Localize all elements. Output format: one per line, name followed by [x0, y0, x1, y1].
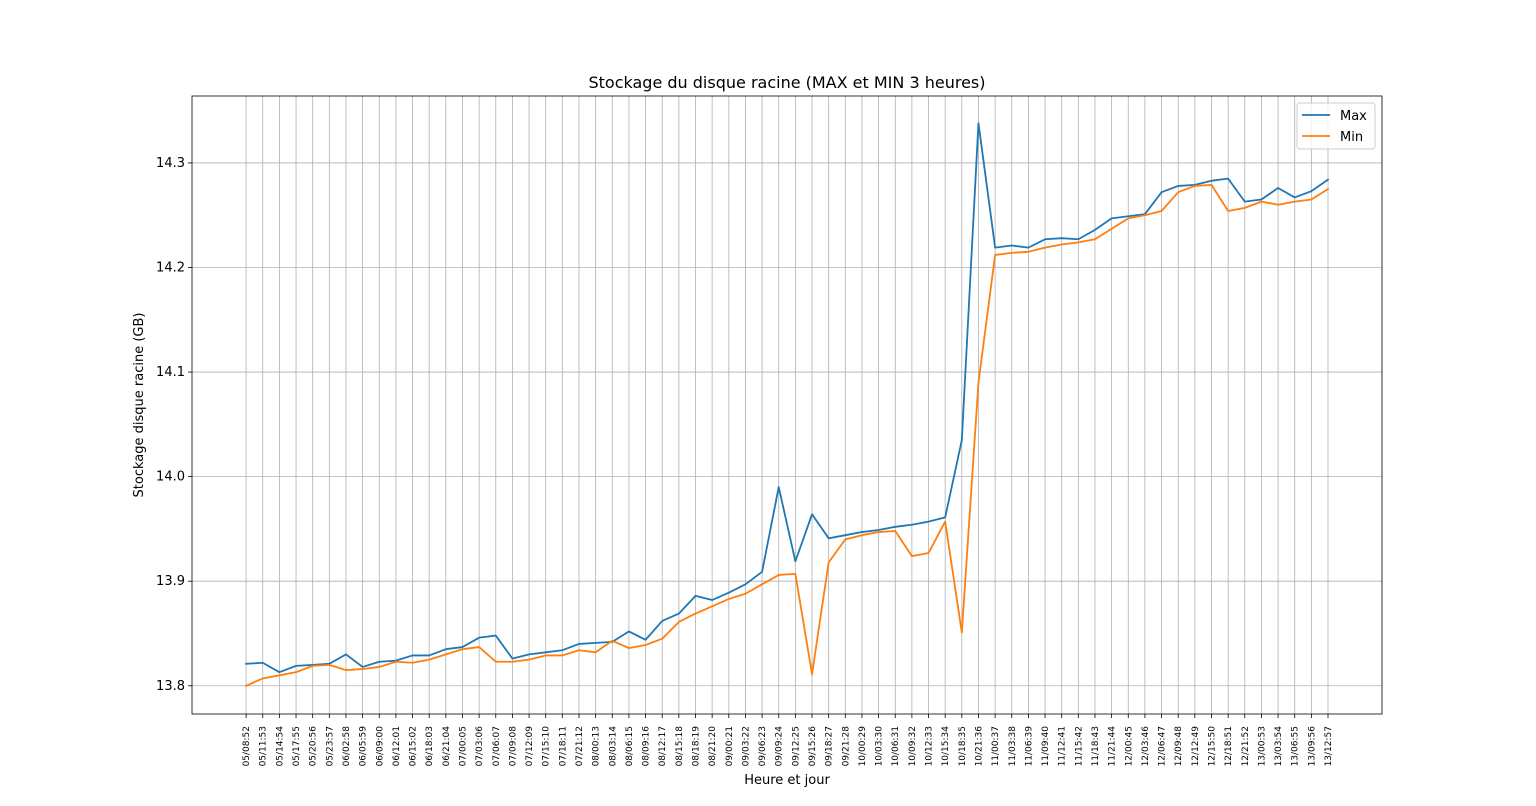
x-tick-label: 10/09:32 — [908, 726, 918, 766]
x-tick-label: 11/15:42 — [1074, 726, 1084, 766]
x-tick-label: 07/03:06 — [475, 726, 485, 767]
legend-label-max: Max — [1340, 109, 1367, 124]
x-tick-label: 07/18:11 — [558, 726, 568, 766]
x-tick-label: 09/12:25 — [791, 726, 801, 766]
x-tick-label: 05/08:52 — [242, 726, 252, 766]
x-tick-label: 07/06:07 — [492, 726, 502, 766]
x-tick-label: 11/12:41 — [1058, 726, 1068, 766]
x-tick-label: 08/18:19 — [692, 726, 702, 767]
x-tick-label: 11/03:38 — [1008, 726, 1018, 767]
x-tick-label: 12/18:51 — [1224, 726, 1234, 766]
x-tick-label: 12/00:45 — [1124, 726, 1134, 766]
x-tick-label: 09/15:26 — [808, 726, 818, 767]
x-tick-label: 12/12:49 — [1191, 726, 1201, 767]
x-tick-label: 12/03:46 — [1141, 726, 1151, 767]
x-tick-label: 09/03:22 — [741, 726, 751, 766]
y-axis: 13.8 13.9 14.0 14.1 14.2 14.3 — [156, 156, 192, 694]
x-tick-label: 09/00:21 — [725, 726, 735, 766]
x-tick-label: 12/15:50 — [1207, 726, 1217, 767]
x-tick-label: 10/18:35 — [958, 726, 968, 766]
x-tick-label: 05/20:56 — [309, 726, 319, 767]
x-tick-label: 08/21:20 — [708, 726, 718, 767]
x-axis: 05/08:52 05/11:53 05/14:54 05/17:55 05/20:56… — [242, 714, 1334, 766]
x-tick-label: 08/03:14 — [608, 726, 618, 767]
x-tick-label: 07/12:09 — [525, 726, 535, 767]
y-tick-label: 14.1 — [156, 365, 185, 380]
x-tick-label: 10/21:36 — [974, 726, 984, 767]
series-line-max — [245, 122, 1330, 674]
x-tick-label: 08/09:16 — [642, 726, 652, 767]
y-tick-label: 14.2 — [156, 260, 185, 275]
y-tick-label: 13.9 — [156, 574, 185, 589]
x-tick-label: 07/00:05 — [458, 726, 468, 766]
grid — [192, 96, 1382, 714]
x-tick-label: 07/21:12 — [575, 726, 585, 766]
x-tick-label: 13/06:55 — [1291, 726, 1301, 766]
x-tick-label: 11/21:44 — [1108, 726, 1118, 767]
x-tick-label: 08/00:13 — [592, 726, 602, 766]
series-layer — [244, 122, 1330, 687]
y-tick-label: 13.8 — [156, 679, 185, 694]
x-tick-label: 12/06:47 — [1158, 726, 1168, 766]
x-tick-label: 13/12:57 — [1324, 726, 1334, 766]
x-tick-label: 05/14:54 — [275, 726, 285, 767]
x-tick-label: 07/09:08 — [508, 726, 518, 767]
plot-frame — [191, 95, 1383, 715]
x-tick-label: 06/21:04 — [442, 726, 452, 767]
x-tick-label: 12/21:52 — [1241, 726, 1251, 766]
x-tick-label: 09/21:28 — [841, 726, 851, 767]
y-axis-label: Stockage disque racine (GB) — [132, 313, 147, 498]
x-tick-label: 10/15:34 — [941, 726, 951, 767]
x-tick-label: 11/09:40 — [1041, 726, 1051, 767]
x-tick-label: 07/15:10 — [542, 726, 552, 767]
x-tick-label: 09/06:23 — [758, 726, 768, 766]
legend: Max Min — [1296, 102, 1376, 150]
x-tick-label: 06/02:58 — [342, 726, 352, 767]
x-tick-label: 13/03:54 — [1274, 726, 1284, 767]
x-tick-label: 09/09:24 — [775, 726, 785, 767]
x-tick-label: 05/11:53 — [259, 726, 269, 766]
legend-label-min: Min — [1340, 130, 1363, 145]
x-tick-label: 11/06:39 — [1024, 726, 1034, 767]
x-axis-label: Heure et jour — [744, 773, 830, 788]
x-tick-label: 13/09:56 — [1307, 726, 1317, 767]
x-tick-label: 09/18:27 — [825, 726, 835, 766]
x-tick-label: 10/06:31 — [891, 726, 901, 766]
x-tick-label: 06/05:59 — [359, 726, 369, 767]
x-tick-label: 06/15:02 — [409, 726, 419, 766]
series-line-min — [244, 183, 1330, 687]
x-tick-label: 08/15:18 — [675, 726, 685, 767]
x-tick-label: 11/18:43 — [1091, 726, 1101, 766]
y-tick-label: 14.3 — [156, 156, 185, 171]
x-tick-label: 06/09:00 — [375, 726, 385, 767]
x-tick-label: 08/12:17 — [658, 726, 668, 766]
x-tick-label: 10/03:30 — [875, 726, 885, 767]
x-tick-label: 06/18:03 — [425, 726, 435, 766]
x-tick-label: 06/12:01 — [392, 726, 402, 766]
x-tick-label: 10/12:33 — [925, 726, 935, 766]
x-tick-label: 05/23:57 — [325, 726, 335, 766]
x-tick-label: 13/00:53 — [1257, 726, 1267, 766]
chart-title: Stockage du disque racine (MAX et MIN 3 … — [589, 73, 986, 92]
x-tick-label: 10/00:29 — [858, 726, 868, 767]
x-tick-label: 08/06:15 — [625, 726, 635, 766]
x-tick-label: 12/09:48 — [1174, 726, 1184, 767]
x-tick-label: 05/17:55 — [292, 726, 302, 766]
y-tick-label: 14.0 — [156, 470, 185, 485]
x-tick-label: 11/00:37 — [991, 726, 1001, 766]
